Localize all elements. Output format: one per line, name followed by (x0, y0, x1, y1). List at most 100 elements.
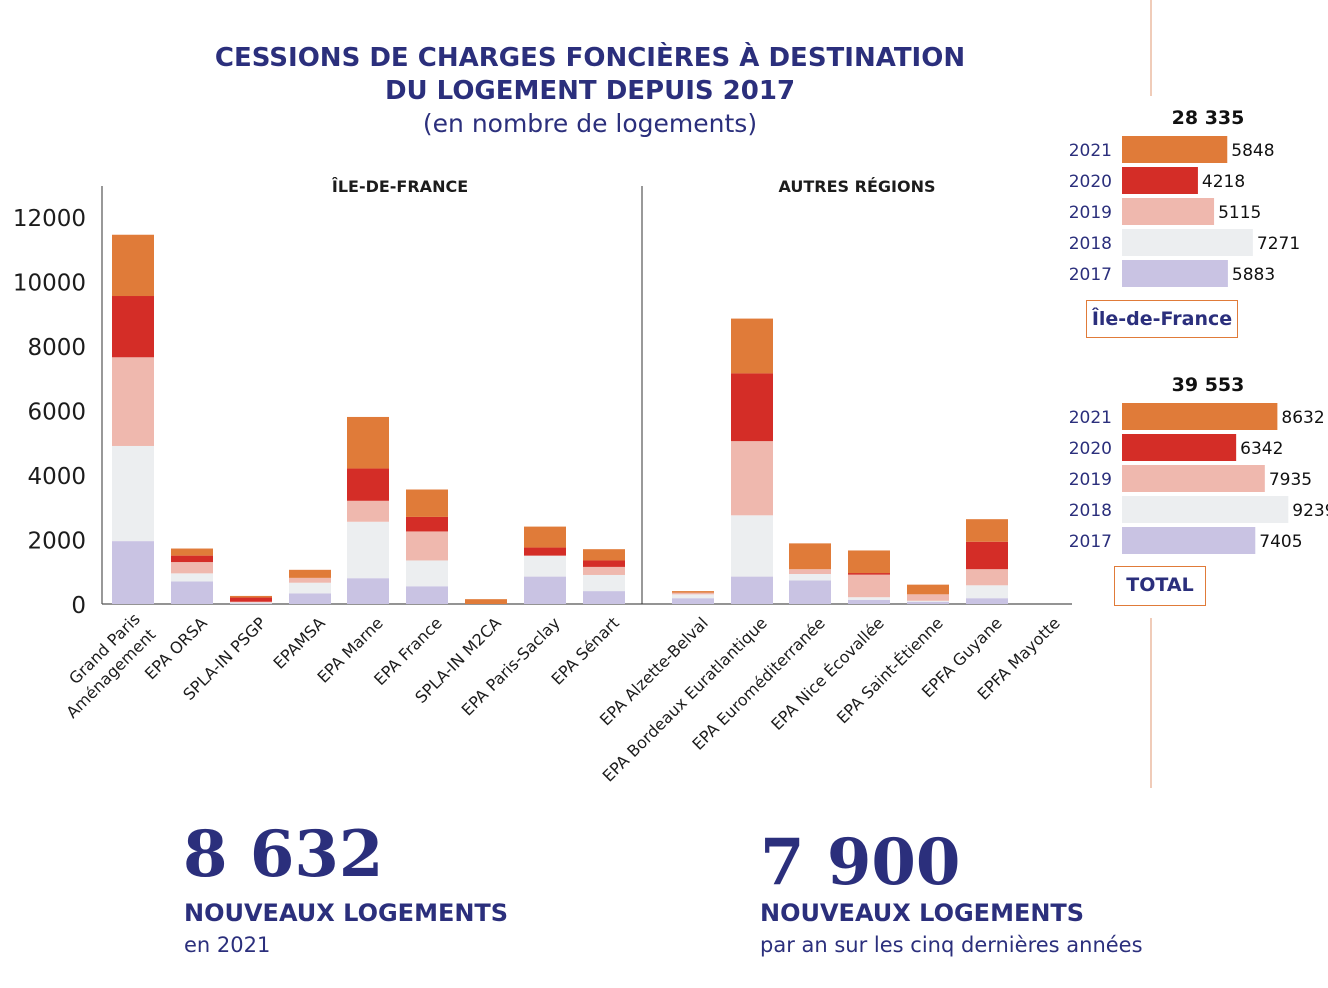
bar-segment-2021 (171, 548, 213, 556)
badge-total: TOTAL (1114, 566, 1206, 606)
panel-bar-2021 (1122, 403, 1278, 430)
bar-segment-2019 (848, 574, 890, 598)
bar-segment-2017 (112, 541, 154, 604)
bar-segment-2020 (848, 573, 890, 575)
panel-bar-2019 (1122, 465, 1265, 492)
y-tick-label: 0 (71, 593, 86, 619)
panel-year-label: 2017 (1069, 532, 1112, 552)
bar-segment-2021 (848, 550, 890, 574)
bar-segment-2019 (112, 357, 154, 446)
bar-segment-2018 (907, 600, 949, 602)
bar-segment-2018 (731, 515, 773, 577)
y-tick-label: 12000 (13, 206, 86, 232)
panel-value-label: 4218 (1202, 172, 1245, 192)
panel-bar-2020 (1122, 434, 1237, 461)
bar-segment-2021 (465, 599, 507, 604)
bar-segment-2017 (672, 598, 714, 604)
bar-segment-2018 (789, 574, 831, 581)
y-tick-label: 8000 (27, 335, 86, 361)
panel-year-label: 2021 (1069, 408, 1112, 428)
bar-segment-2019 (171, 562, 213, 574)
bar-segment-2019 (672, 592, 714, 595)
bar-segment-2017 (731, 576, 773, 604)
x-tick-label: Grand ParisAménagement (47, 609, 160, 722)
stat-left-number: 8 632 (183, 817, 384, 892)
bar-segment-2021 (789, 543, 831, 570)
x-tick-label: EPA Paris-Saclay (458, 613, 564, 719)
bar-segment-2017 (583, 591, 625, 604)
bar-segment-2020 (171, 555, 213, 563)
panel-value-label: 9239 (1292, 501, 1328, 521)
bar-segment-2020 (524, 547, 566, 556)
bar-segment-2020 (731, 373, 773, 442)
badge-ile-de-france: Île-de-France (1086, 300, 1238, 338)
title-line-3: (en nombre de logements) (422, 109, 758, 138)
bar-segment-2019 (907, 594, 949, 601)
y-tick-label: 4000 (27, 464, 86, 490)
stat-right-sub: par an sur les cinq dernières années (760, 933, 1143, 957)
panel-year-label: 2021 (1069, 141, 1112, 161)
bar-segment-2020 (230, 597, 272, 602)
bar-segment-2020 (583, 560, 625, 567)
panel-total-value: 39 553 (1172, 374, 1245, 396)
title-line-1: CESSIONS DE CHARGES FONCIÈRES À DESTINAT… (214, 43, 966, 73)
bar-segment-2018 (583, 574, 625, 592)
bar-segment-2018 (347, 521, 389, 579)
panel-value-label: 7935 (1269, 470, 1312, 490)
bar-segment-2021 (966, 519, 1008, 542)
bar-segment-2021 (347, 416, 389, 469)
bar-segment-2020 (406, 516, 448, 532)
bar-segment-2021 (583, 549, 625, 561)
bar-segment-2017 (347, 578, 389, 604)
bar-segment-2017 (789, 580, 831, 604)
bar-segment-2020 (347, 468, 389, 501)
panel-year-label: 2020 (1069, 172, 1112, 192)
bar-segment-2018 (672, 594, 714, 599)
bar-segment-2021 (731, 318, 773, 374)
bar-segment-2019 (406, 531, 448, 561)
bar-segment-2020 (966, 541, 1008, 570)
panel-bar-2017 (1122, 260, 1228, 287)
bar-segment-2018 (966, 585, 1008, 599)
bar-segment-2021 (907, 584, 949, 595)
panel-bar-2021 (1122, 136, 1228, 163)
bar-segment-2018 (848, 597, 890, 600)
x-tick-label: EPAMSA (270, 613, 329, 672)
panel-ile-de-france: 28 335 2021 5848 2020 4218 2019 5115 2018 7271 20… (1069, 107, 1300, 287)
bar-segment-2019 (731, 441, 773, 516)
y-tick-label: 10000 (13, 271, 86, 297)
bar-segment-2019 (347, 500, 389, 522)
panel-year-label: 2018 (1069, 501, 1112, 521)
panel-total-value: 28 335 (1172, 107, 1245, 129)
bar-segment-2017 (289, 593, 331, 604)
bar-segment-2018 (171, 573, 213, 582)
panel-value-label: 8632 (1281, 408, 1324, 428)
bar-segment-2018 (406, 560, 448, 587)
bar-segment-2021 (406, 489, 448, 517)
bar-segment-2021 (112, 234, 154, 297)
panel-year-label: 2019 (1069, 470, 1112, 490)
panel-value-label: 5848 (1231, 141, 1274, 161)
panel-value-label: 7271 (1257, 234, 1300, 254)
bar-segment-2018 (230, 602, 272, 604)
panel-bar-2018 (1122, 229, 1253, 256)
bar-segment-2017 (848, 599, 890, 604)
stat-left-label: NOUVEAUX LOGEMENTS (184, 899, 509, 927)
stat-left-sub: en 2021 (184, 933, 271, 957)
bar-segment-2020 (112, 296, 154, 358)
panel-year-label: 2018 (1069, 234, 1112, 254)
panel-value-label: 5883 (1232, 265, 1275, 285)
panel-value-label: 5115 (1218, 203, 1261, 223)
bar-segment-2021 (672, 591, 714, 593)
bar-segment-2017 (230, 603, 272, 604)
bar-segment-2019 (230, 601, 272, 603)
bar-segment-2019 (789, 569, 831, 575)
bar-segment-2021 (289, 569, 331, 578)
group-header: AUTRES RÉGIONS (779, 177, 936, 196)
panel-bar-2017 (1122, 527, 1256, 554)
x-tick-label: EPA Nice Écovallée (767, 613, 888, 734)
y-tick-label: 2000 (27, 529, 86, 555)
panel-year-label: 2020 (1069, 439, 1112, 459)
panel-bar-2018 (1122, 496, 1289, 523)
